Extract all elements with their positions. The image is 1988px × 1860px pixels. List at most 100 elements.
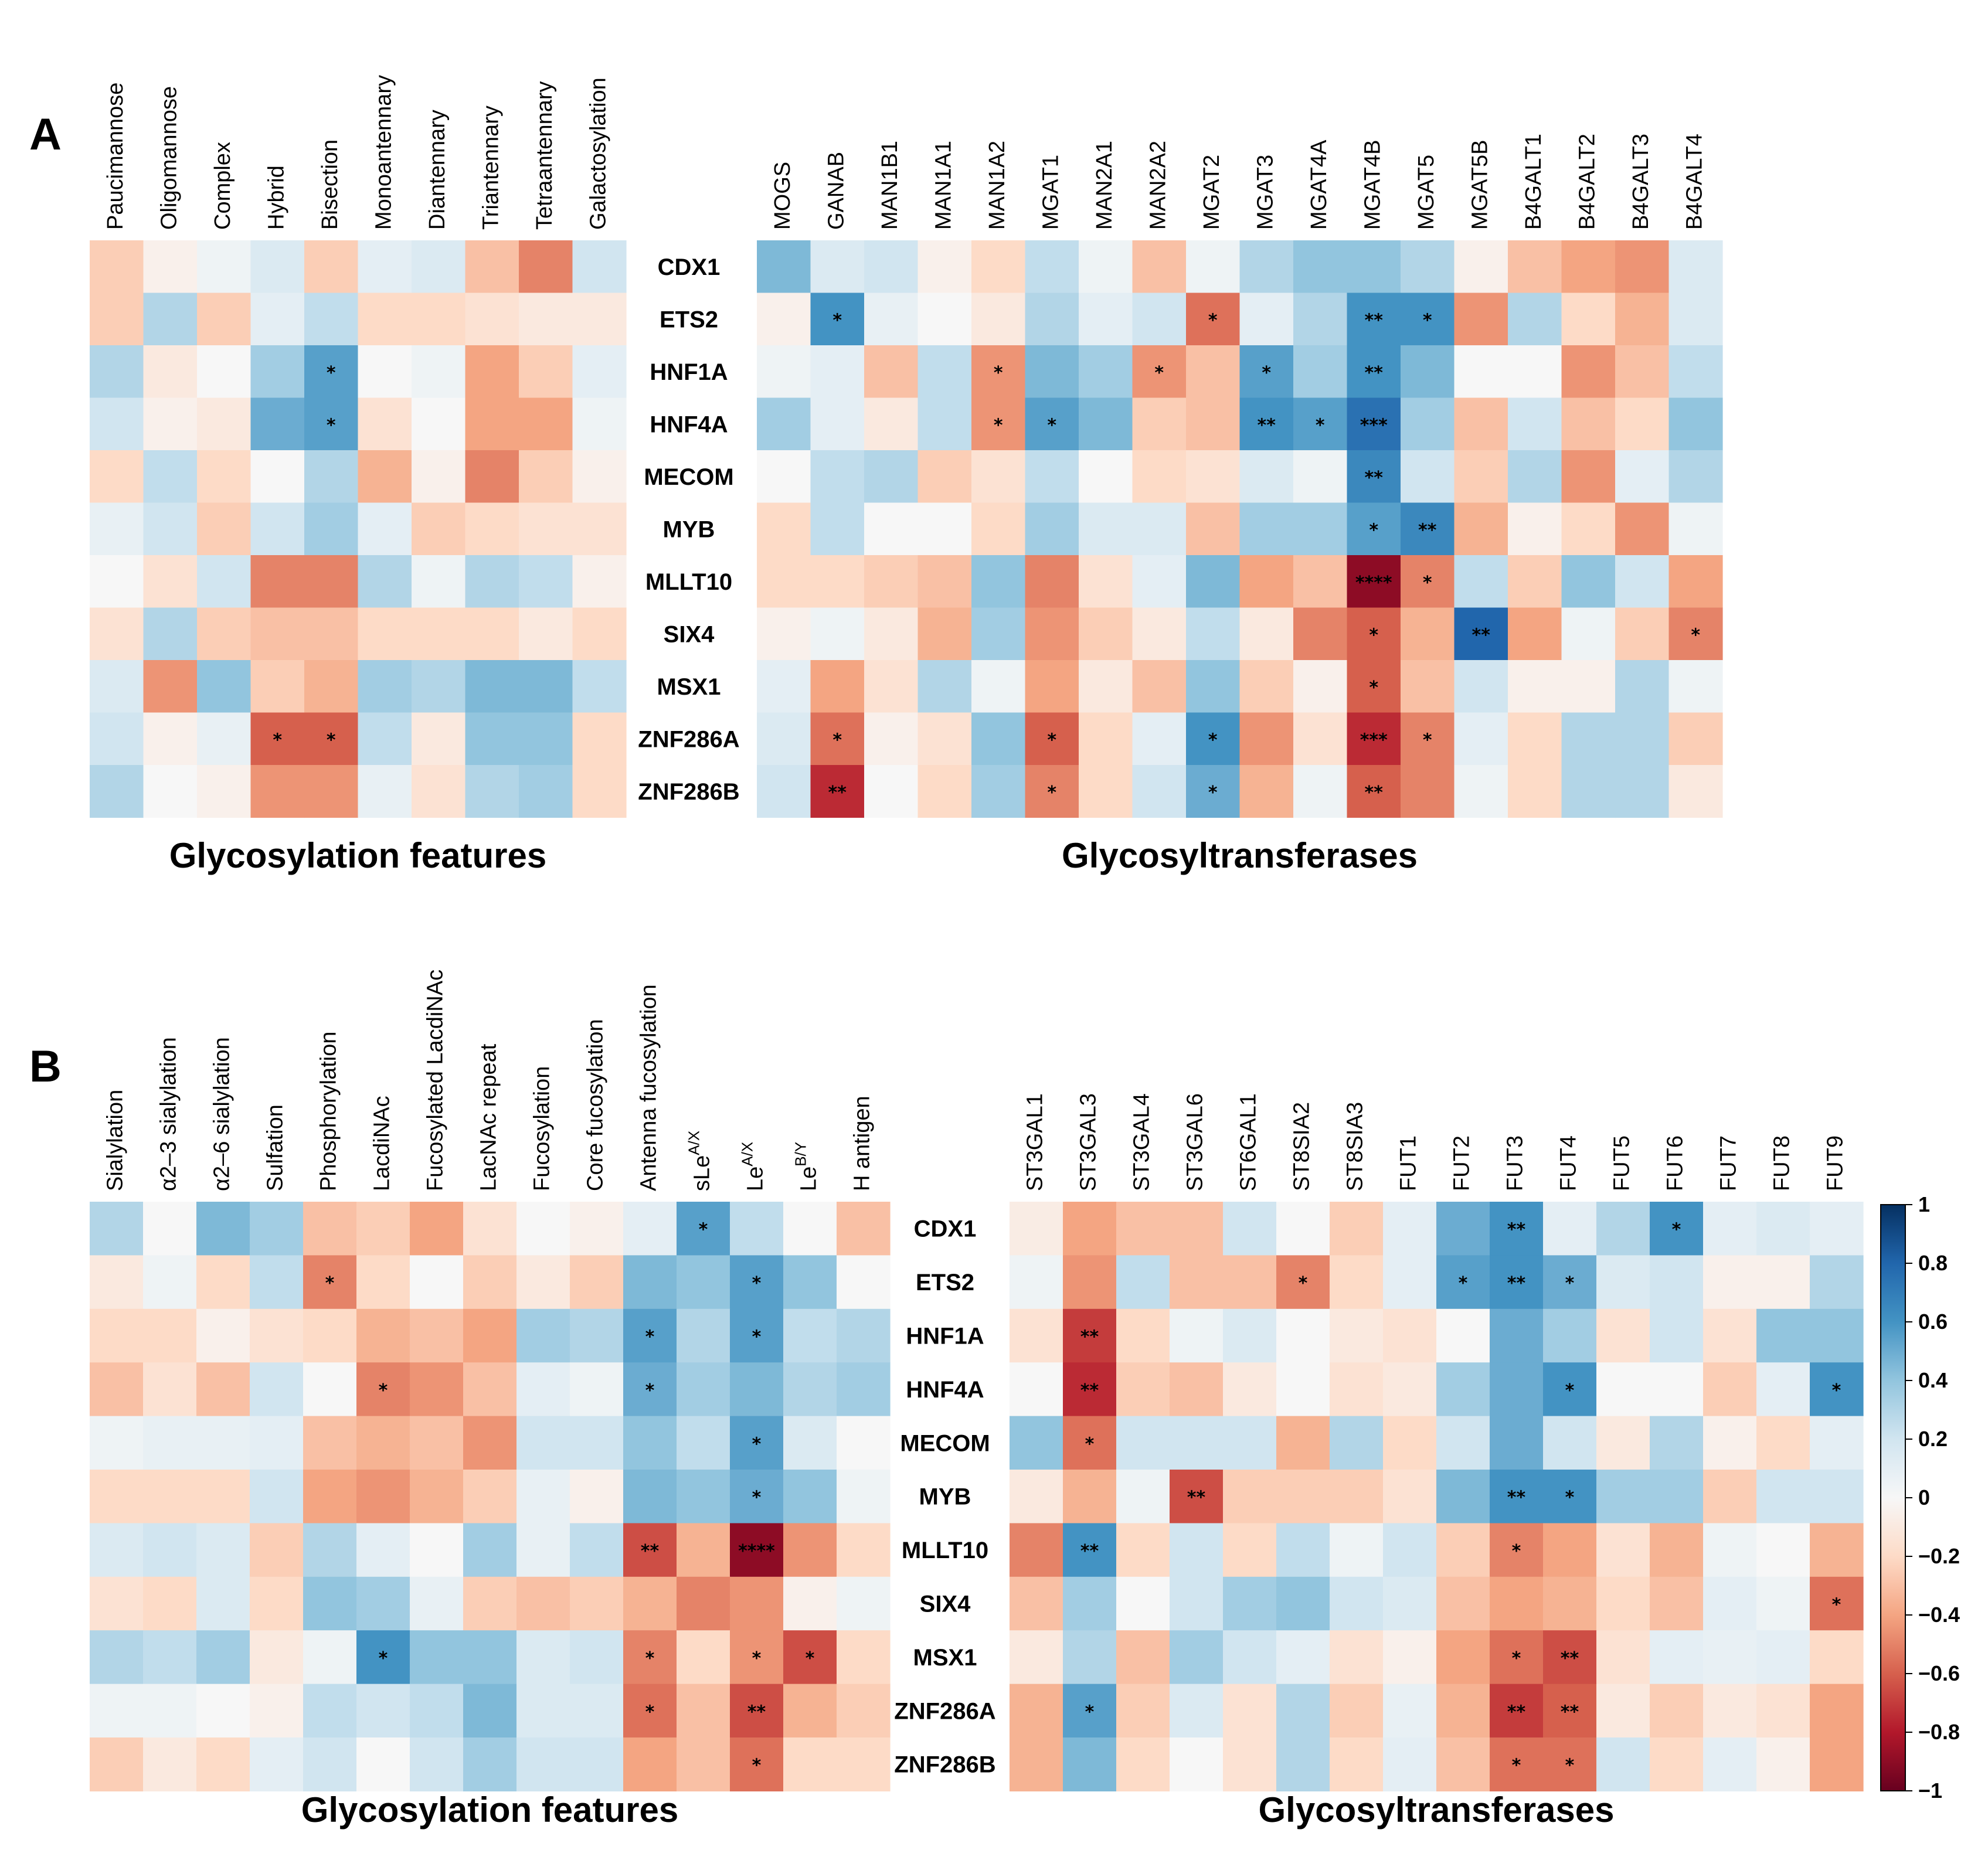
cell-six4-2-3-sialylation — [143, 1576, 197, 1631]
cell-hnf1a-galactosylation — [572, 345, 627, 399]
cell-znf286b-st3gal6 — [1170, 1737, 1224, 1791]
cell-mecom-hybrid — [250, 450, 305, 504]
cell-six4-leb-y — [783, 1576, 837, 1631]
col-label-st8sia2: ST8SIA2 — [1290, 1102, 1314, 1191]
cell-hnf4a-hybrid — [250, 397, 305, 451]
cell-cdx1-lacdinac — [356, 1202, 410, 1256]
cell-six4-antenna-fucosylation — [623, 1576, 677, 1631]
cell-hnf1a-st8sia3 — [1330, 1308, 1384, 1363]
cell-ets2-lacdinac — [356, 1255, 410, 1310]
cell-hnf1a-fut2 — [1436, 1308, 1490, 1363]
cell-myb-b4galt4 — [1668, 502, 1723, 556]
cell-hnf4a-sialylation — [90, 1362, 144, 1417]
cell-hnf4a-complex — [197, 397, 252, 451]
cell-mecom-fut5 — [1596, 1416, 1650, 1470]
cell-hnf4a-b4galt1 — [1508, 397, 1562, 451]
cell-hnf1a-st6gal1 — [1223, 1308, 1277, 1363]
cell-znf286a-phosphorylation — [303, 1684, 357, 1738]
cell-ets2-h-antigen — [837, 1255, 891, 1310]
cell-znf286b-monoantennary — [358, 765, 412, 818]
cell-msx1-mgat4b — [1347, 660, 1401, 713]
cell-msx1-2-3-sialylation — [143, 1630, 197, 1685]
cell-znf286b-paucimannose — [90, 765, 144, 818]
cell-ets2-mgat2 — [1186, 293, 1241, 346]
cell-mecom-core-fucosylation — [570, 1416, 624, 1470]
cell-mllt10-man2a1 — [1079, 555, 1133, 608]
row-label-myb: MYB — [919, 1484, 971, 1510]
cell-myb-mgat4a — [1293, 502, 1348, 556]
cell-msx1-st3gal3 — [1063, 1630, 1117, 1685]
cell-znf286b-tetraantennary — [519, 765, 573, 818]
col-label-b4galt1: B4GALT1 — [1521, 134, 1546, 230]
significance-mark: **** — [738, 1541, 775, 1562]
cell-znf286b-2-3-sialylation — [143, 1737, 197, 1791]
cell-mllt10-fut3 — [1490, 1523, 1544, 1577]
cell-znf286a-complex — [197, 712, 252, 766]
cell-six4-mgat5 — [1401, 607, 1455, 661]
cell-myb-monoantennary — [358, 502, 412, 556]
cell-six4-man1a2 — [971, 607, 1026, 661]
cell-cdx1-man1a2 — [971, 240, 1026, 294]
cell-mllt10-mgat5 — [1401, 555, 1455, 608]
cell-ets2-lea-x — [730, 1255, 784, 1310]
cell-cdx1-oligomannose — [143, 240, 198, 294]
cell-hnf1a-sulfation — [250, 1308, 304, 1363]
cell-myb-hybrid — [250, 502, 305, 556]
colorbar-tick-label: −1 — [1918, 1779, 1942, 1803]
cell-znf286b-man1a1 — [917, 765, 972, 818]
cell-znf286a-st3gal4 — [1116, 1684, 1170, 1738]
cell-mllt10-mogs — [757, 555, 811, 608]
cell-mllt10-core-fucosylation — [570, 1523, 624, 1577]
cell-six4-mogs — [757, 607, 811, 661]
cell-mecom-fut9 — [1810, 1416, 1864, 1470]
cell-ets2-fut6 — [1650, 1255, 1704, 1310]
cell-znf286a-fut7 — [1703, 1684, 1757, 1738]
cell-mllt10-mgat5b — [1454, 555, 1508, 608]
cell-mecom-fut7 — [1703, 1416, 1757, 1470]
cell-hnf1a-man1a2 — [971, 345, 1026, 399]
cell-hnf4a-2-6-sialylation — [196, 1362, 250, 1417]
cell-cdx1-b4galt2 — [1561, 240, 1616, 294]
cell-mllt10-sialylation — [90, 1523, 144, 1577]
cell-znf286a-antenna-fucosylation — [623, 1684, 677, 1738]
cell-ets2-mogs — [757, 293, 811, 346]
cell-hnf4a-leb-y — [783, 1362, 837, 1417]
cell-ets2-phosphorylation — [303, 1255, 357, 1310]
cell-msx1-phosphorylation — [303, 1630, 357, 1685]
cell-six4-st3gal1 — [1010, 1576, 1063, 1631]
significance-mark: * — [1512, 1648, 1521, 1669]
cell-mecom-man1a1 — [917, 450, 972, 504]
cell-myb-antenna-fucosylation — [623, 1470, 677, 1524]
cell-cdx1-leb-y — [783, 1202, 837, 1256]
cell-six4-st6gal1 — [1223, 1576, 1277, 1631]
cell-mecom-lea-x — [730, 1416, 784, 1470]
cell-six4-fucosylated-lacdinac — [410, 1576, 464, 1631]
cell-myb-b4galt1 — [1508, 502, 1562, 556]
cell-hnf1a-antenna-fucosylation — [623, 1308, 677, 1363]
cell-six4-man2a1 — [1079, 607, 1133, 661]
cell-mllt10-b4galt3 — [1615, 555, 1670, 608]
cell-znf286b-st3gal4 — [1116, 1737, 1170, 1791]
cell-six4-2-6-sialylation — [196, 1576, 250, 1631]
cell-hnf4a-st3gal1 — [1010, 1362, 1063, 1417]
cell-hnf4a-st3gal6 — [1170, 1362, 1224, 1417]
cell-myb-sulfation — [250, 1470, 304, 1524]
cell-myb-fut8 — [1756, 1470, 1810, 1524]
cell-ets2-galactosylation — [572, 293, 627, 346]
cell-znf286a-leb-y — [783, 1684, 837, 1738]
cell-ets2-mgat4a — [1293, 293, 1348, 346]
cell-znf286a-mogs — [757, 712, 811, 766]
cell-cdx1-core-fucosylation — [570, 1202, 624, 1256]
cell-znf286b-mgat4a — [1293, 765, 1348, 818]
cell-hnf1a-man2a2 — [1132, 345, 1187, 399]
row-label-six4: SIX4 — [664, 621, 715, 647]
cell-mllt10-fucosylated-lacdinac — [410, 1523, 464, 1577]
cell-myb-mgat5 — [1401, 502, 1455, 556]
cell-myb-st8sia2 — [1276, 1470, 1330, 1524]
cell-cdx1-bisection — [304, 240, 359, 294]
cell-six4-mgat5b — [1454, 607, 1508, 661]
cell-cdx1-fut4 — [1543, 1202, 1597, 1256]
cell-msx1-man1a2 — [971, 660, 1026, 713]
cell-mecom-man1b1 — [864, 450, 919, 504]
cell-znf286a-fut9 — [1810, 1684, 1864, 1738]
